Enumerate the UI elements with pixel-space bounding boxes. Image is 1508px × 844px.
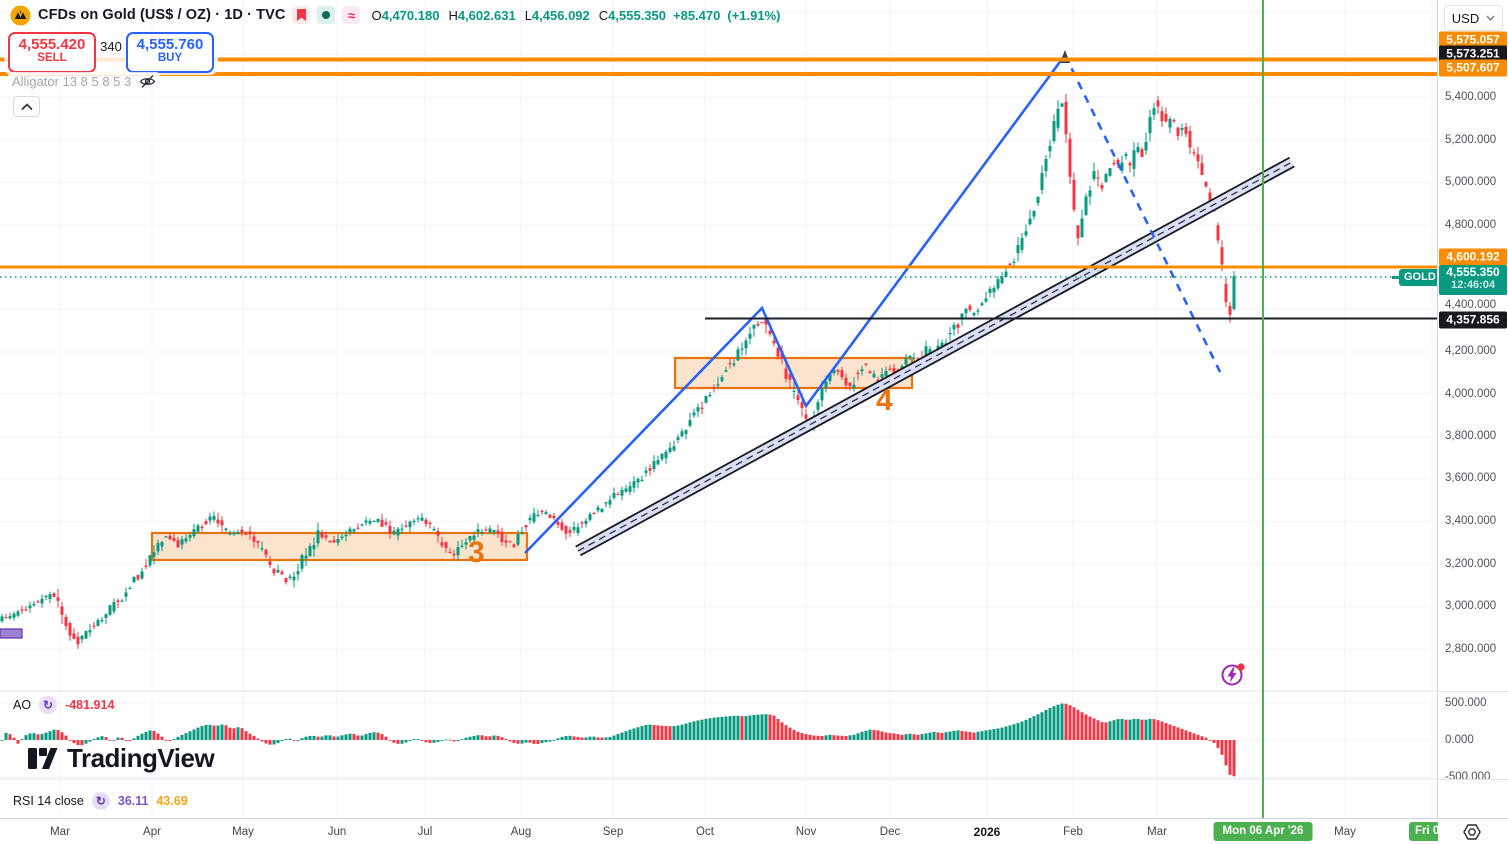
time-label: Mar bbox=[50, 826, 70, 838]
price-badge-black: 5,573.251 bbox=[1439, 45, 1507, 63]
price-tick: 3,400.000 bbox=[1445, 515, 1497, 527]
alligator-label[interactable]: Alligator 13 8 5 8 5 3 bbox=[12, 74, 132, 89]
price-tick: 4,000.000 bbox=[1445, 388, 1497, 400]
buy-price: 4,555.760 bbox=[136, 36, 204, 53]
market-status-icon[interactable] bbox=[317, 6, 336, 24]
chevron-down-icon bbox=[1486, 15, 1495, 21]
price-badge-teal: 4,555.350 12:46:04 bbox=[1439, 265, 1507, 295]
price-tick: 3,800.000 bbox=[1445, 430, 1497, 442]
chart-drawings[interactable]: 34 bbox=[0, 0, 1437, 818]
price-tick: 4,200.000 bbox=[1445, 345, 1497, 357]
time-label: Oct bbox=[696, 826, 714, 838]
price-tick: 5,200.000 bbox=[1445, 134, 1497, 146]
price-badge-orange: 5,507.607 bbox=[1439, 59, 1507, 77]
date-badge-partial: Fri 0 bbox=[1409, 822, 1438, 841]
ao-indicator-row: AO ↻ -481.914 bbox=[13, 696, 114, 714]
candlesticks bbox=[0, 93, 1236, 649]
flash-alert-icon[interactable] bbox=[1220, 661, 1246, 687]
price-axis[interactable]: USD 5,400.000 5,200.000 5,000.000 4,800.000… bbox=[1437, 0, 1508, 818]
pane-separator bbox=[1438, 691, 1508, 692]
rsi-label[interactable]: RSI 14 close bbox=[13, 794, 84, 808]
price-tick: 4,400.000 bbox=[1445, 299, 1497, 311]
time-label: 2026 bbox=[973, 825, 1001, 839]
ao-label[interactable]: AO bbox=[13, 698, 32, 712]
price-tick: 3,200.000 bbox=[1445, 558, 1497, 570]
ao-sync-icon[interactable]: ↻ bbox=[39, 696, 58, 714]
time-label: Aug bbox=[510, 826, 532, 838]
price-tick: 2,800.000 bbox=[1445, 643, 1497, 655]
ao-value: -481.914 bbox=[65, 698, 115, 712]
symbol-header: CFDs on Gold (US$ / OZ) · 1D · TVC ≈ O4,… bbox=[10, 3, 780, 27]
rsi-sync-icon[interactable]: ↻ bbox=[91, 792, 110, 810]
wave-number-label: 3 bbox=[468, 536, 485, 569]
sell-button[interactable]: 4,555.420 SELL bbox=[8, 32, 96, 73]
spread-value: 340 bbox=[100, 39, 122, 54]
time-label: Nov bbox=[795, 826, 817, 838]
time-label: Jun bbox=[327, 826, 347, 838]
price-tick: 4,800.000 bbox=[1445, 219, 1497, 231]
time-label: Dec bbox=[879, 826, 901, 838]
time-label: Feb bbox=[1063, 826, 1083, 838]
price-badge-orange: 5,575.057 bbox=[1439, 31, 1507, 49]
collapse-pane-button[interactable] bbox=[13, 96, 40, 117]
rsi-indicator-row: RSI 14 close ↻ 36.11 43.69 bbox=[13, 792, 188, 810]
date-badge: Mon 06 Apr '26 bbox=[1213, 822, 1313, 841]
time-axis[interactable]: Mar Apr May Jun Jul Aug Sep Oct Nov Dec 2026 Feb Mar… bbox=[0, 818, 1508, 844]
tradingview-logo[interactable]: TradingView bbox=[28, 743, 215, 774]
price-tick: 500.000 bbox=[1445, 697, 1487, 709]
ohlc-item: C4,555.350 bbox=[598, 7, 666, 23]
price-badge-orange: 4,600.192 bbox=[1439, 248, 1507, 266]
sell-label: SELL bbox=[37, 52, 67, 64]
currency-selector[interactable]: USD bbox=[1444, 5, 1503, 31]
elliott-trendline bbox=[524, 54, 1067, 554]
time-label: Mar bbox=[1147, 826, 1167, 838]
purple-drawing-fragment[interactable] bbox=[0, 628, 23, 639]
time-label: Sep bbox=[602, 826, 624, 838]
pane-separator bbox=[1438, 779, 1508, 780]
tradingview-logo-text: TradingView bbox=[67, 743, 215, 773]
currency-label: USD bbox=[1451, 10, 1480, 26]
approx-icon[interactable]: ≈ bbox=[342, 6, 361, 24]
gold-symbol-tag: GOLD bbox=[1392, 269, 1441, 286]
change-value: +85.470 bbox=[673, 7, 721, 23]
price-tick: 0.000 bbox=[1445, 734, 1474, 746]
consolidation-boxes[interactable] bbox=[150, 356, 914, 562]
time-label: Jul bbox=[417, 826, 433, 838]
time-label: May bbox=[1334, 826, 1356, 838]
gridlines bbox=[0, 0, 1437, 818]
ohlc-item: O4,470.180 bbox=[371, 7, 440, 23]
ohlc-item: L4,456.092 bbox=[524, 7, 590, 23]
rsi-value: 36.11 bbox=[117, 794, 149, 808]
quote-panel: 4,555.420 SELL 340 4,555.760 BUY bbox=[4, 30, 218, 75]
wave-number-label: 4 bbox=[876, 384, 893, 417]
ohlc-values: O4,470.180 H4,602.631 L4,456.092 C4,555.350 bbox=[371, 8, 666, 23]
time-label: May bbox=[232, 826, 254, 838]
price-badge-black: 4,357.856 bbox=[1439, 311, 1507, 329]
flag-icon[interactable] bbox=[292, 6, 311, 24]
change-percent: (+1.91%) bbox=[727, 7, 781, 23]
price-tick: 5,000.000 bbox=[1445, 176, 1497, 188]
price-tick: -500.000 bbox=[1445, 771, 1491, 783]
price-tick: 3,600.000 bbox=[1445, 472, 1497, 484]
price-chart-canvas[interactable]: 34 bbox=[0, 0, 1437, 818]
settings-icon[interactable] bbox=[1461, 821, 1483, 843]
buy-button[interactable]: 4,555.760 BUY bbox=[126, 32, 214, 73]
buy-label: BUY bbox=[157, 52, 183, 64]
time-label: Apr bbox=[143, 826, 161, 838]
trend-channel-fill bbox=[575, 157, 1295, 556]
ohlc-item: H4,602.631 bbox=[448, 7, 516, 23]
ao-histogram bbox=[0, 703, 1236, 777]
price-tick: 3,000.000 bbox=[1445, 600, 1497, 612]
visibility-off-icon[interactable] bbox=[139, 73, 156, 90]
sell-price: 4,555.420 bbox=[18, 36, 86, 53]
tradingview-mark-icon bbox=[28, 748, 58, 769]
gold-coin-icon bbox=[10, 5, 31, 26]
rsi-ma-value: 43.69 bbox=[156, 794, 188, 808]
alligator-indicator-row: Alligator 13 8 5 8 5 3 bbox=[8, 72, 161, 91]
price-tick: 5,400.000 bbox=[1445, 91, 1497, 103]
symbol-title[interactable]: CFDs on Gold (US$ / OZ) · 1D · TVC bbox=[38, 7, 286, 23]
